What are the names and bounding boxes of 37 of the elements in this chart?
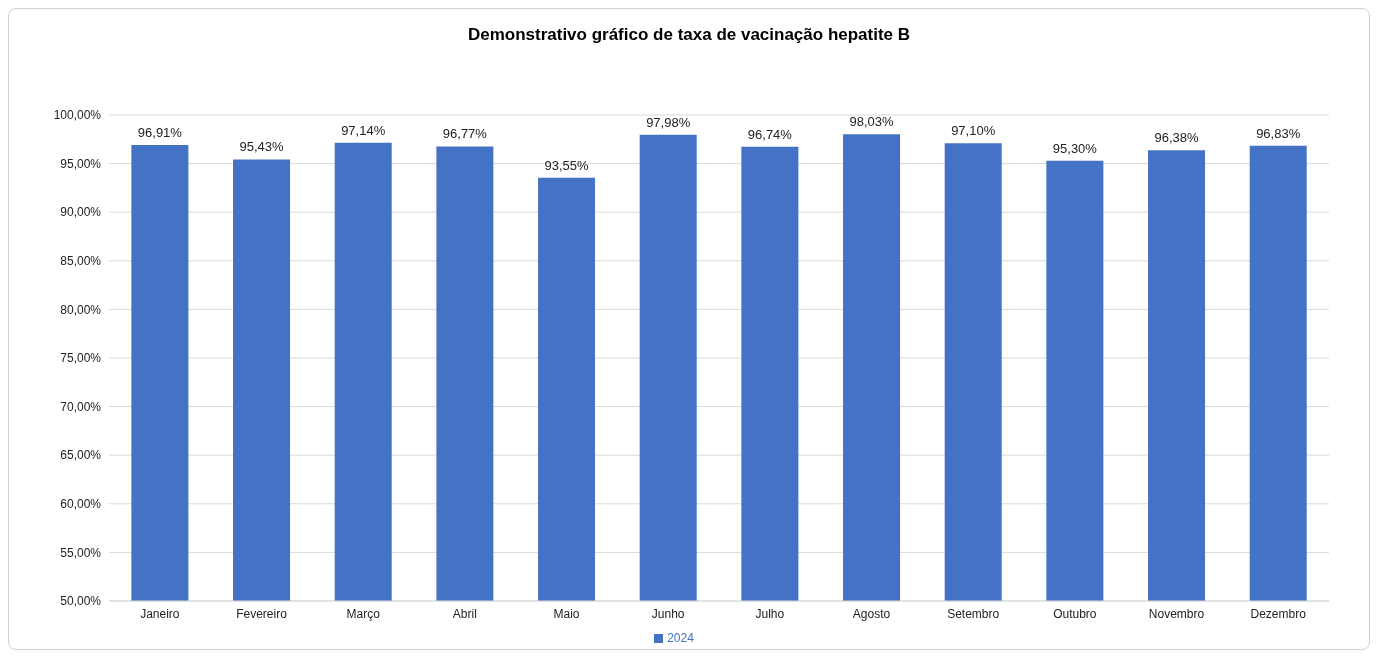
y-tick-label: 90,00% (60, 205, 102, 220)
data-label: 96,38% (1154, 130, 1200, 146)
y-tick-label: 60,00% (60, 497, 102, 512)
x-tick-label: Março (346, 606, 381, 621)
data-label: 96,77% (442, 126, 488, 142)
y-tick-label: 65,00% (60, 448, 102, 463)
y-tick-label: 100,00% (53, 108, 102, 123)
data-label: 97,10% (951, 123, 996, 139)
y-tick-label: 55,00% (60, 545, 102, 560)
data-label: 97,98% (646, 114, 691, 130)
y-tick-label: 75,00% (60, 351, 102, 366)
data-label: 98,03% (849, 114, 895, 130)
y-tick-label: 70,00% (60, 399, 102, 414)
x-tick-label: Dezembro (1250, 606, 1307, 621)
x-tick-label: Julho (755, 606, 785, 621)
data-label: 95,43% (239, 139, 285, 155)
chart-title: Demonstrativo gráfico de taxa de vacinação hepatite B (466, 24, 912, 46)
y-tick-label: 85,00% (60, 254, 102, 269)
y-tick-label: 80,00% (60, 302, 102, 317)
y-tick-label: 50,00% (60, 594, 102, 609)
data-label: 97,14% (341, 122, 386, 138)
x-tick-label: Maio (553, 606, 580, 621)
legend-label: 2024 (667, 631, 694, 645)
x-tick-label: Janeiro (140, 606, 180, 621)
data-label: 93,55% (544, 157, 590, 173)
x-tick-label: Junho (651, 606, 685, 621)
data-label: 95,30% (1052, 140, 1098, 156)
data-label: 96,83% (1256, 125, 1301, 141)
data-label: 96,74% (747, 126, 793, 142)
x-tick-label: Outubro (1053, 606, 1097, 621)
y-tick-label: 95,00% (60, 156, 102, 171)
x-tick-label: Setembro (947, 606, 1000, 621)
data-label: 96,91% (137, 125, 183, 141)
x-tick-label: Agosto (852, 606, 891, 621)
x-tick-label: Novembro (1148, 606, 1205, 621)
x-tick-label: Abril (452, 606, 477, 621)
x-tick-label: Fevereiro (236, 606, 288, 621)
